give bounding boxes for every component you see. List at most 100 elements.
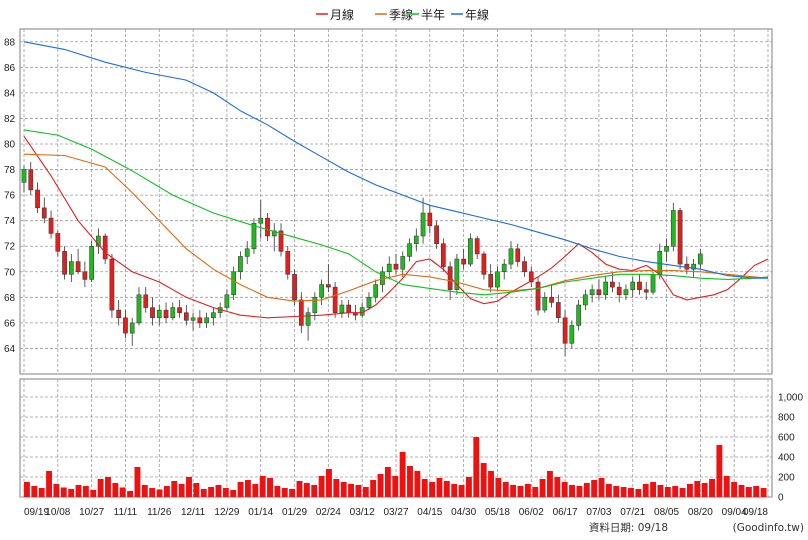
legend: 月線 季線 半年 年線 bbox=[316, 7, 489, 22]
candle-body bbox=[603, 281, 609, 296]
candle-body bbox=[420, 212, 426, 237]
price-tick-label: 82 bbox=[4, 114, 16, 125]
volume-bar bbox=[208, 487, 215, 497]
candle-body bbox=[698, 253, 703, 265]
volume-bar bbox=[502, 482, 509, 497]
volume-bar bbox=[458, 485, 465, 497]
volume-bar bbox=[318, 476, 325, 497]
date-tick-label: 04/15 bbox=[417, 507, 442, 518]
volume-bar bbox=[296, 481, 303, 497]
candle-body bbox=[664, 245, 669, 252]
candle-body bbox=[211, 312, 216, 319]
candle-body bbox=[143, 294, 149, 308]
volume-bar bbox=[112, 483, 119, 497]
candle-body bbox=[522, 261, 527, 273]
date-tick-label: 03/27 bbox=[383, 507, 408, 518]
volume-bar bbox=[340, 482, 347, 497]
volume-tick-label: 400 bbox=[778, 453, 795, 464]
legend-label-4: 年線 bbox=[465, 7, 489, 22]
volume-bar bbox=[348, 484, 355, 497]
volume-bar bbox=[524, 484, 531, 497]
volume-panel: 0 200 400 600 800 1,000 bbox=[19, 378, 803, 504]
volume-bar bbox=[451, 484, 458, 497]
volume-bar bbox=[127, 491, 134, 497]
volume-bar bbox=[97, 479, 104, 497]
volume-bar bbox=[134, 467, 141, 497]
candle-body bbox=[583, 294, 588, 306]
volume-bar bbox=[244, 480, 251, 497]
candle-body bbox=[312, 297, 318, 313]
candle-body bbox=[96, 235, 101, 247]
candle-body bbox=[549, 297, 554, 303]
candle-body bbox=[163, 309, 169, 319]
volume-bar bbox=[414, 471, 421, 497]
candle-body bbox=[468, 238, 473, 265]
date-tick-label: 06/02 bbox=[519, 507, 544, 518]
price-tick-label: 86 bbox=[4, 63, 16, 74]
volume-bar bbox=[281, 488, 288, 497]
volume-bar bbox=[237, 482, 244, 497]
candle-body bbox=[89, 245, 94, 280]
volume-bar bbox=[628, 488, 634, 497]
date-tick-label: 09/04 bbox=[722, 507, 747, 518]
volume-bar bbox=[436, 478, 443, 497]
volume-bar bbox=[24, 482, 30, 497]
volume-bar bbox=[421, 479, 428, 497]
candle-body bbox=[447, 266, 453, 290]
volume-bar bbox=[716, 445, 723, 497]
candle-body bbox=[569, 325, 575, 344]
candle-body bbox=[386, 263, 392, 273]
candle-body bbox=[670, 210, 676, 247]
volume-bar bbox=[686, 484, 693, 497]
price-tick-label: 84 bbox=[4, 88, 16, 99]
volume-bar bbox=[171, 481, 178, 497]
volume-tick-label: 800 bbox=[778, 413, 795, 424]
volume-bar bbox=[753, 486, 760, 497]
candle-body bbox=[380, 271, 385, 285]
volume-bar bbox=[119, 487, 126, 497]
volume-bar bbox=[561, 482, 568, 497]
volume-bar bbox=[200, 489, 207, 497]
date-tick-label: 12/29 bbox=[214, 507, 239, 518]
candle-body bbox=[55, 233, 61, 252]
candle-body bbox=[190, 317, 196, 321]
date-tick-label: 06/17 bbox=[553, 507, 578, 518]
volume-bar bbox=[738, 485, 745, 497]
candle-body bbox=[265, 217, 270, 237]
candle-body bbox=[150, 307, 155, 319]
candle-body bbox=[251, 222, 257, 250]
volume-bar bbox=[657, 485, 664, 497]
volume-bar bbox=[510, 485, 517, 497]
price-tick-label: 68 bbox=[4, 293, 16, 304]
volume-bar bbox=[178, 484, 185, 497]
candle-body bbox=[156, 309, 162, 319]
candle-body bbox=[197, 317, 203, 324]
volume-bar bbox=[82, 486, 89, 497]
volume-bar bbox=[215, 485, 222, 497]
ma-line-1 bbox=[23, 135, 769, 319]
volume-bar bbox=[583, 483, 590, 497]
volume-bar bbox=[156, 489, 163, 497]
volume-bar bbox=[230, 490, 237, 497]
candle-body bbox=[68, 261, 74, 275]
candle-body bbox=[407, 243, 412, 257]
volume-bar bbox=[731, 482, 738, 497]
volume-bar bbox=[620, 487, 627, 497]
volume-bar bbox=[370, 480, 377, 497]
volume-bar bbox=[46, 471, 52, 497]
date-tick-label: 01/14 bbox=[248, 507, 273, 518]
candle-body bbox=[501, 263, 507, 273]
volume-bar bbox=[53, 484, 60, 497]
volume-bar bbox=[311, 485, 318, 497]
candle-body bbox=[542, 297, 548, 311]
volume-bar bbox=[709, 479, 715, 497]
candle-body bbox=[238, 256, 243, 273]
volume-bar bbox=[664, 487, 671, 497]
legend-label-1: 月線 bbox=[330, 7, 354, 22]
price-tick-label: 80 bbox=[4, 140, 16, 151]
volume-bar bbox=[650, 482, 657, 497]
candle-body bbox=[339, 304, 345, 313]
date-tick-label: 08/20 bbox=[688, 507, 713, 518]
candle-body bbox=[28, 169, 34, 191]
